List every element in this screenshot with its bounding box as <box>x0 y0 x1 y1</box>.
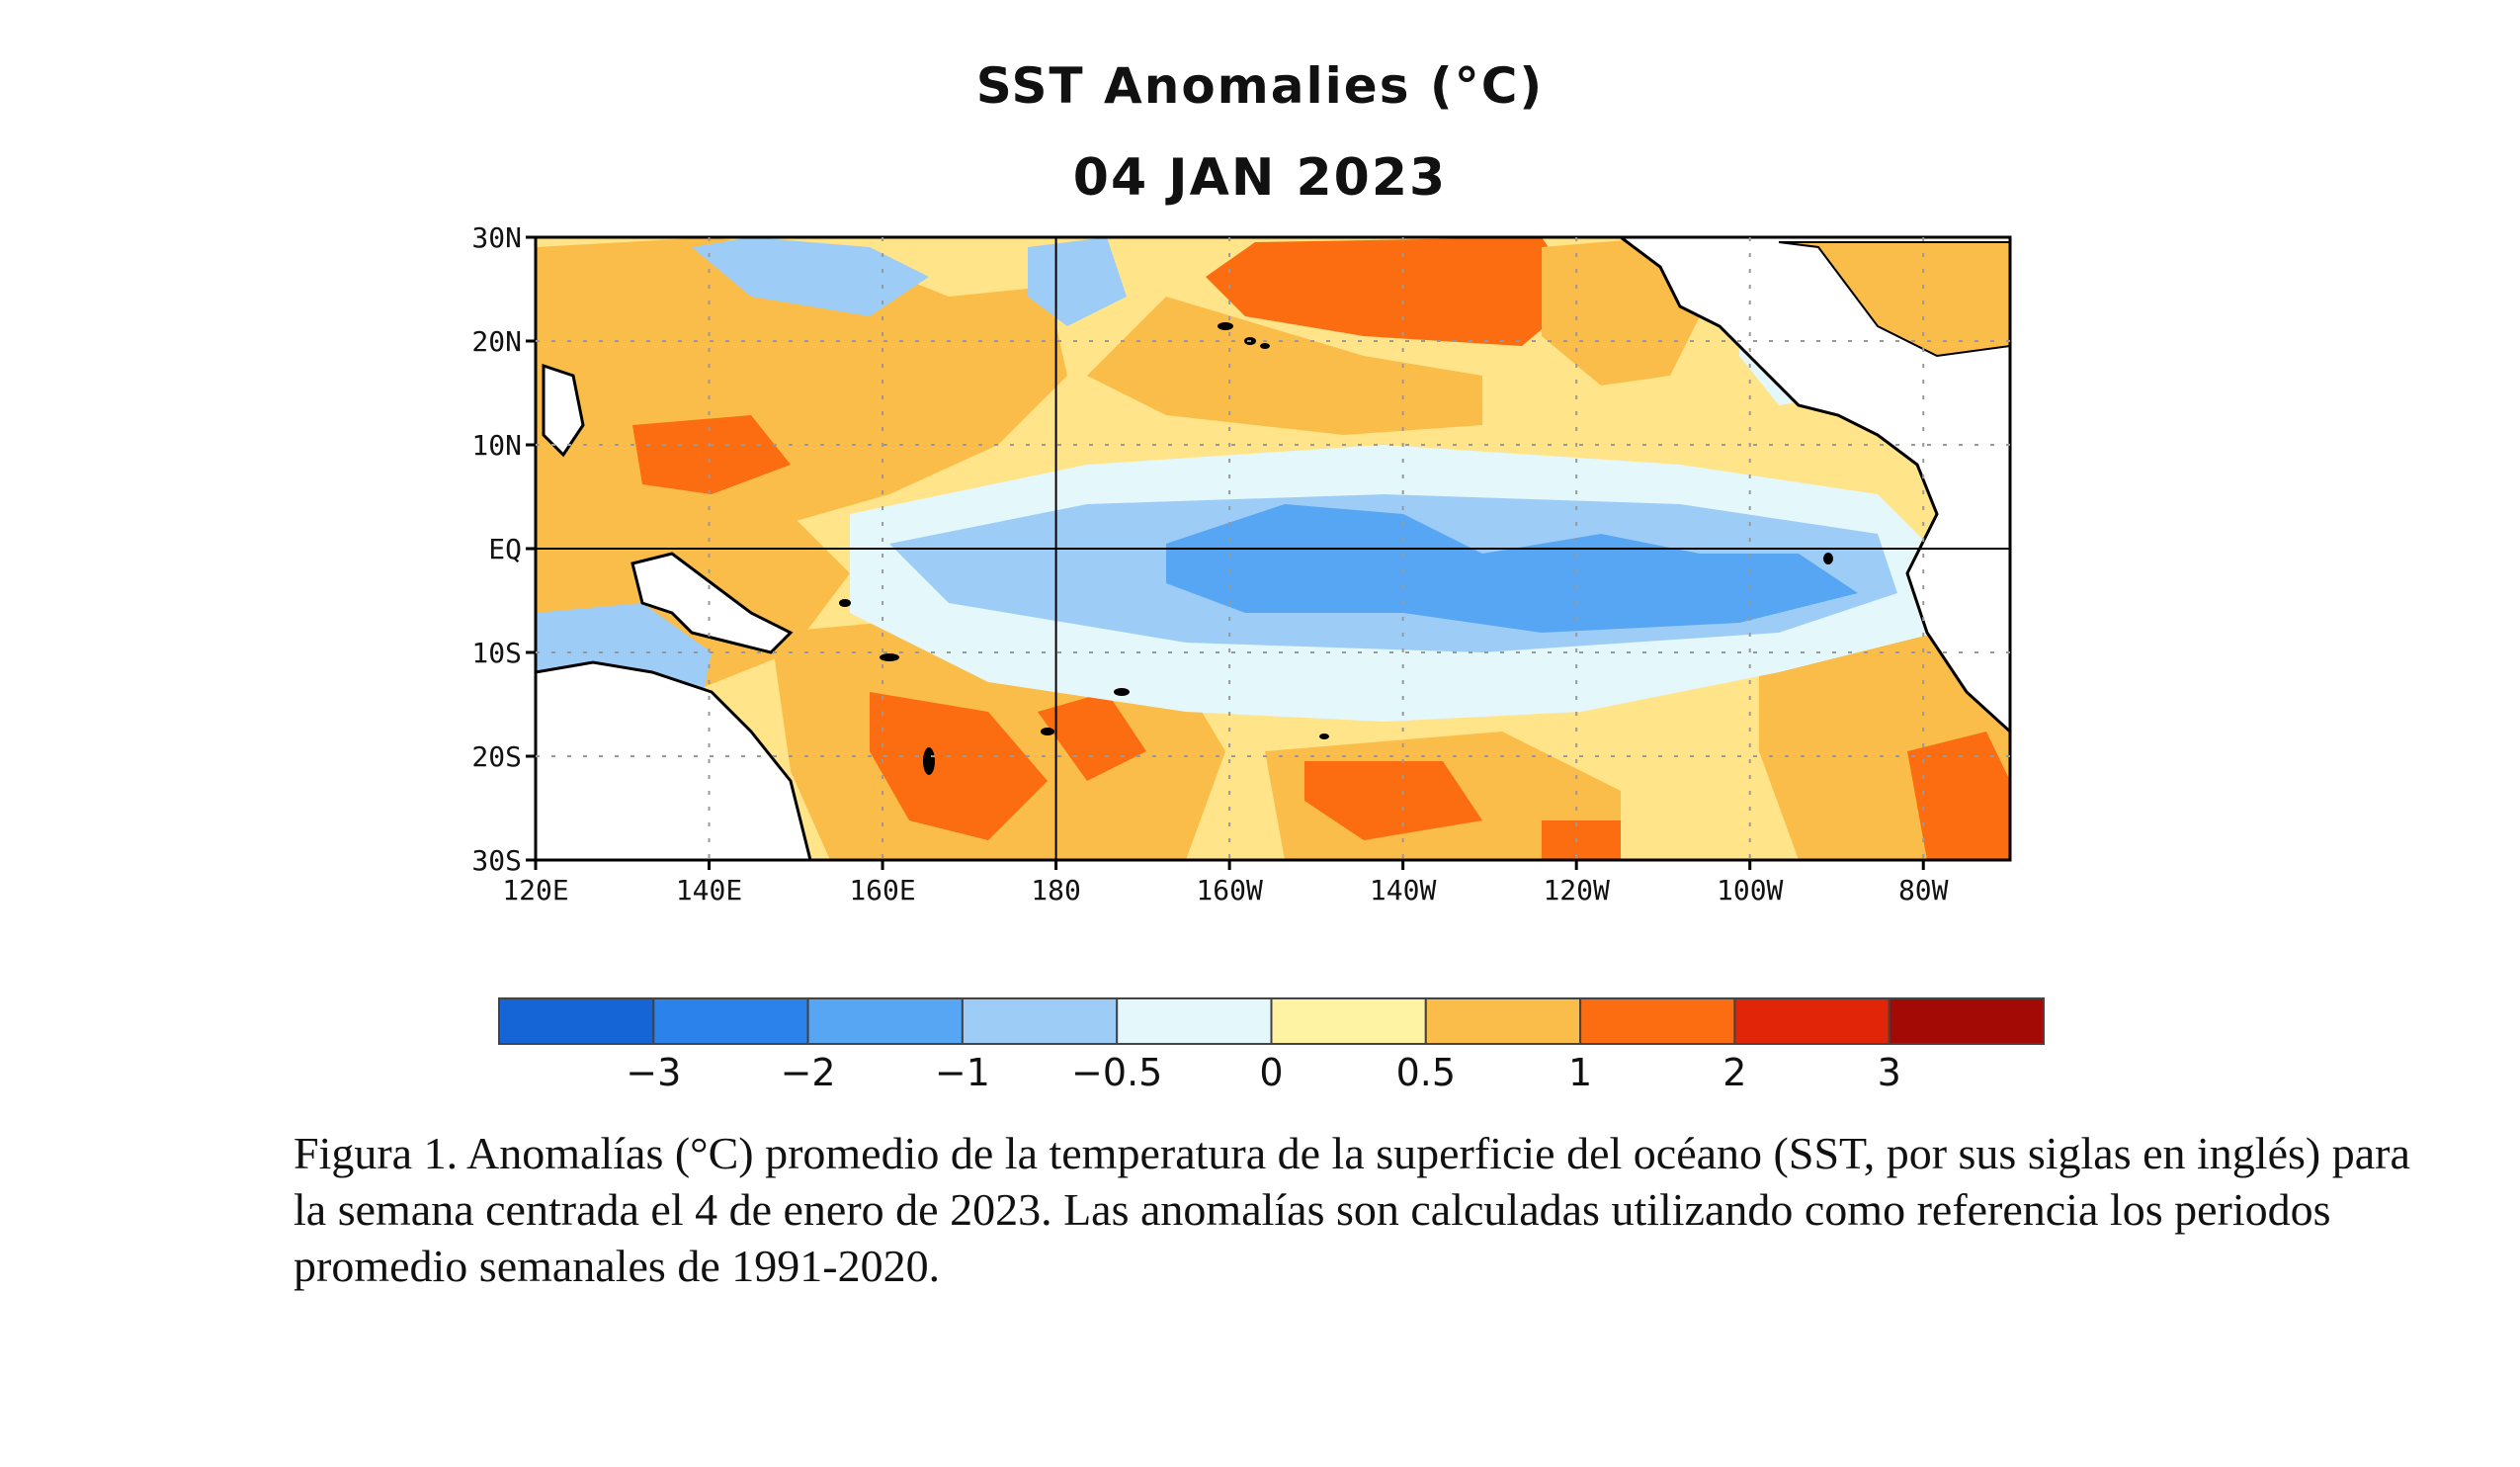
lat-tick-label: EQ <box>488 533 522 565</box>
warm-anomaly-patch <box>1206 237 1581 346</box>
island-marker <box>1260 343 1270 349</box>
colorbar-swatch <box>961 997 1119 1045</box>
lon-tick-label: 140W <box>1370 874 1437 906</box>
lat-tick-label: 20N <box>471 325 522 358</box>
colorbar-tick-label: −0.5 <box>1071 1051 1162 1087</box>
lon-tick-label: 80W <box>1898 874 1949 906</box>
lon-tick-label: 140E <box>676 874 742 906</box>
lat-tick-label: 30N <box>471 221 522 254</box>
warm-anomaly-patch <box>870 692 1048 840</box>
colorbar-swatch <box>1116 997 1273 1045</box>
island-marker <box>1041 728 1054 735</box>
colorbar-swatch <box>806 997 964 1045</box>
lon-tick-label: 180 <box>1031 874 1081 906</box>
pacific-islands <box>839 322 1833 775</box>
colorbar-swatch <box>652 997 809 1045</box>
island-marker <box>880 653 899 661</box>
colorbar-tick-label: −3 <box>626 1051 681 1087</box>
island-marker <box>923 747 935 775</box>
colorbar-tick-label: −2 <box>781 1051 836 1087</box>
warm-anomaly-patch <box>632 415 791 494</box>
figure-caption: Figura 1. Anomalías (°C) promedio de la … <box>294 1128 2410 1291</box>
warm-anomaly-patch <box>1542 237 1700 386</box>
lon-tick-label: 100W <box>1717 874 1784 906</box>
graticule <box>536 237 2010 860</box>
colorbar-tick-label: 3 <box>1878 1051 1901 1087</box>
colorbar-swatch <box>498 997 655 1045</box>
island-marker <box>1114 688 1130 696</box>
lat-tick-label: 20S <box>471 740 522 773</box>
colorbar-tick-label: 0.5 <box>1396 1051 1456 1087</box>
cool-anomaly-patch <box>692 237 929 316</box>
map-date: 04 JAN 2023 <box>1072 148 1448 208</box>
colorbar-swatch <box>1888 997 2045 1045</box>
map-title: SST Anomalies (°C) <box>975 57 1545 115</box>
colorbar-tick-label: 1 <box>1568 1051 1592 1087</box>
colorbar-swatch <box>1579 997 1736 1045</box>
colorbar-swatch <box>1270 997 1427 1045</box>
longitude-ticks: 120E 140E 160E 180 160W 140W 120W 100W 80W <box>502 860 1949 906</box>
landmass-new-guinea <box>630 552 794 654</box>
lon-tick-label: 120E <box>502 874 568 906</box>
warm-anomaly-patch <box>1038 692 1146 781</box>
colorbar-tick-label: 2 <box>1722 1051 1746 1087</box>
island-marker <box>1823 553 1833 564</box>
colorbar-tick-label: −1 <box>935 1051 990 1087</box>
lat-tick-label: 10S <box>471 637 522 669</box>
warm-anomaly-patch <box>1907 732 2010 860</box>
landmass-americas <box>1616 235 2012 735</box>
cool-anomaly-core <box>1166 504 1858 633</box>
colorbar-tick-label: 0 <box>1259 1051 1283 1087</box>
lon-tick-label: 160E <box>849 874 915 906</box>
island-marker <box>1218 322 1233 330</box>
colorbar-swatch <box>1424 997 1582 1045</box>
warm-anomaly-patch <box>1087 297 1482 435</box>
sst-anomaly-map: 30N 20N 10N EQ 10S 20S 30S 120E 140E 160E 180 160W… <box>471 221 2045 1087</box>
warm-anomaly-patch <box>1542 820 1621 860</box>
landmass-philippines <box>542 363 585 458</box>
lon-tick-label: 120W <box>1543 874 1610 906</box>
cool-anomaly-patch <box>1028 237 1127 326</box>
warm-anomaly-patch <box>1304 761 1482 840</box>
island-marker <box>1319 734 1329 739</box>
colorbar: −3 −2 −1 −0.5 0 0.5 1 2 3 <box>498 997 2045 1087</box>
lat-tick-label: 30S <box>471 844 522 877</box>
latitude-ticks: 30N 20N 10N EQ 10S 20S 30S <box>471 221 536 877</box>
colorbar-swatch <box>1733 997 1890 1045</box>
island-marker <box>839 599 851 607</box>
lat-tick-label: 10N <box>471 429 522 462</box>
lon-tick-label: 160W <box>1196 874 1263 906</box>
